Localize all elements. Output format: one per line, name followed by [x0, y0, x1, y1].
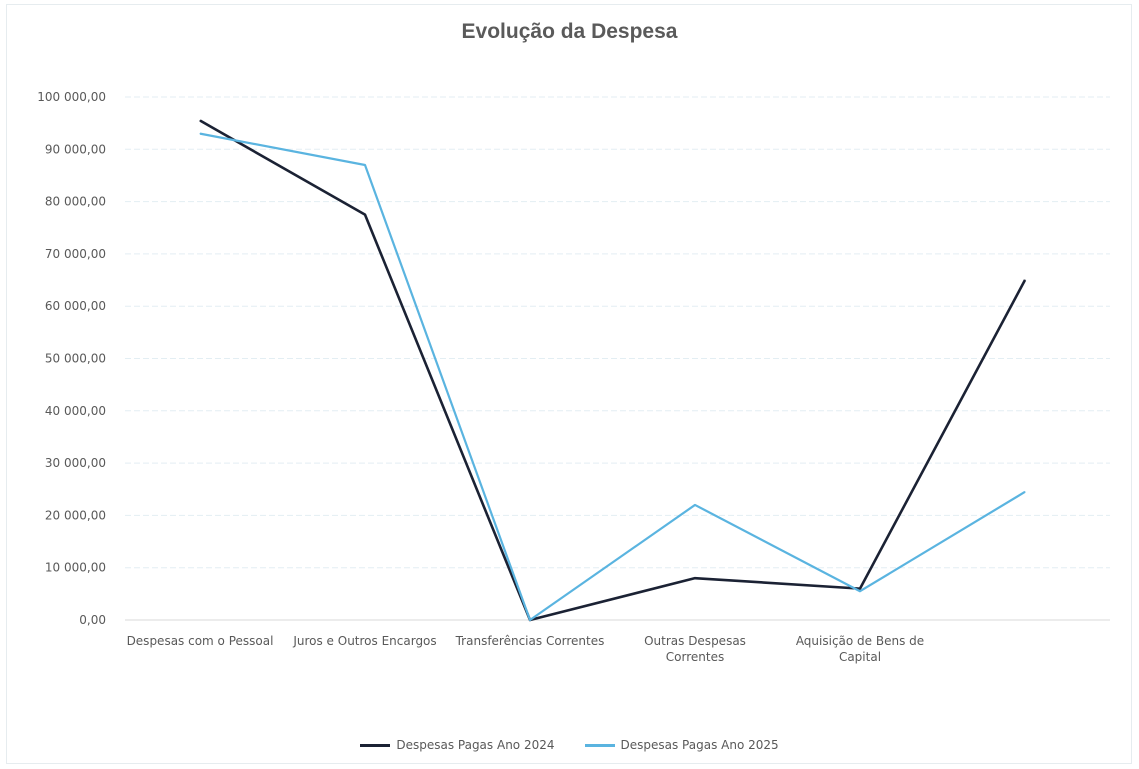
data-point: [859, 588, 861, 590]
legend-swatch: [584, 743, 615, 747]
y-tick-label: 90 000,00: [45, 142, 106, 156]
data-point: [859, 590, 861, 592]
series-line: [199, 132, 1026, 622]
legend-swatch: [360, 743, 391, 747]
x-category-label: Capital: [839, 650, 881, 664]
data-point: [694, 504, 696, 506]
data-point: [1024, 491, 1026, 493]
chart-title: Evolução da Despesa: [461, 20, 678, 43]
x-category-label: Transferências Correntes: [455, 634, 605, 648]
data-point: [529, 619, 531, 621]
chart-frame: [6, 4, 1132, 764]
series-line: [199, 119, 1027, 622]
y-tick-label: 100 000,00: [37, 90, 106, 104]
y-tick-label: 20 000,00: [45, 508, 106, 522]
y-tick-label: 60 000,00: [45, 299, 106, 313]
y-tick-label: 30 000,00: [45, 456, 106, 470]
data-point: [199, 133, 201, 135]
legend-label: Despesas Pagas Ano 2024: [396, 738, 555, 752]
data-point: [199, 120, 201, 122]
x-category-label: Aquisição de Bens de: [796, 634, 924, 648]
y-tick-label: 50 000,00: [45, 352, 106, 366]
data-point: [1024, 279, 1026, 281]
data-point: [364, 214, 366, 216]
chart-legend: Despesas Pagas Ano 2024 Despesas Pagas An…: [0, 738, 1139, 752]
x-category-label: Correntes: [666, 650, 724, 664]
legend-item: Despesas Pagas Ano 2024: [360, 738, 555, 752]
data-point: [694, 577, 696, 579]
y-tick-label: 40 000,00: [45, 404, 106, 418]
legend-label: Despesas Pagas Ano 2025: [620, 738, 779, 752]
x-category-label: Outras Despesas: [644, 634, 746, 648]
x-category-label: Juros e Outros Encargos: [292, 634, 436, 648]
data-point: [364, 164, 366, 166]
x-category-label: Despesas com o Pessoal: [127, 634, 274, 648]
y-tick-label: 70 000,00: [45, 247, 106, 261]
legend-item: Despesas Pagas Ano 2025: [584, 738, 779, 752]
y-tick-label: 80 000,00: [45, 195, 106, 209]
y-tick-label: 0,00: [79, 613, 106, 627]
y-tick-label: 10 000,00: [45, 561, 106, 575]
